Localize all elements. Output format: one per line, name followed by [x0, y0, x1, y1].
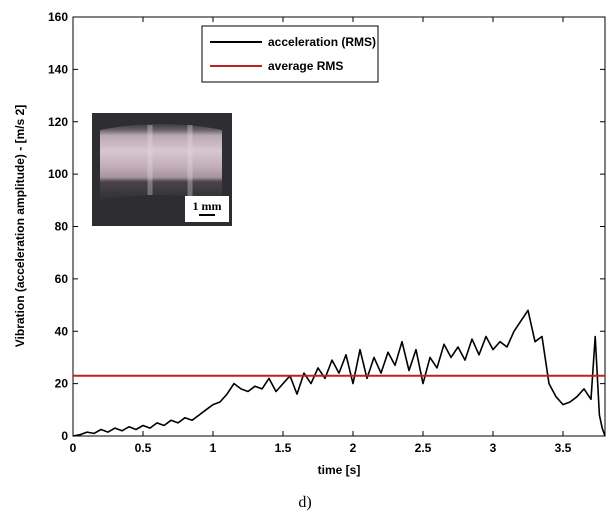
x-axis-ticks: 0 0.5 1 1.5 2 2.5 3 3.5: [70, 17, 572, 455]
y-tick-label: 0: [61, 429, 68, 443]
y-tick-label: 20: [55, 377, 69, 391]
y-tick-label: 100: [48, 167, 68, 181]
y-tick-label: 140: [48, 62, 68, 76]
x-tick-label: 2: [350, 441, 357, 455]
x-tick-label: 2.5: [415, 441, 432, 455]
y-axis-ticks: 0 20 40 60 80 100 120 140 160: [48, 10, 605, 443]
y-tick-label: 160: [48, 10, 68, 24]
y-tick-label: 80: [55, 220, 69, 234]
y-tick-label: 120: [48, 115, 68, 129]
y-tick-label: 40: [55, 324, 69, 338]
y-tick-label: 60: [55, 272, 69, 286]
chart: 0 20 40 60 80 100 120 140 160 0 0.5 1 1.5 2 2.5 3 3.5 V…: [13, 10, 606, 477]
legend-label-acceleration: acceleration (RMS): [268, 35, 376, 49]
x-tick-label: 3.5: [555, 441, 572, 455]
legend-label-average: average RMS: [268, 59, 343, 73]
x-tick-label: 0: [70, 441, 77, 455]
x-tick-label: 1: [210, 441, 217, 455]
x-axis-label: time [s]: [318, 463, 361, 477]
series-line-acceleration-rms: [72, 309, 606, 437]
inset-scale-label: 1 mm: [193, 199, 222, 213]
x-tick-label: 0.5: [135, 441, 152, 455]
series-layer: [72, 309, 606, 437]
x-tick-label: 3: [490, 441, 497, 455]
y-axis-label: Vibration (acceleration amplitude) - [m/…: [13, 105, 27, 348]
figure-caption: d): [298, 494, 312, 511]
legend: acceleration (RMS) average RMS: [201, 25, 379, 83]
legend-box: [201, 25, 379, 83]
x-tick-label: 1.5: [275, 441, 292, 455]
inset-micrograph: 1 mm: [92, 113, 232, 226]
